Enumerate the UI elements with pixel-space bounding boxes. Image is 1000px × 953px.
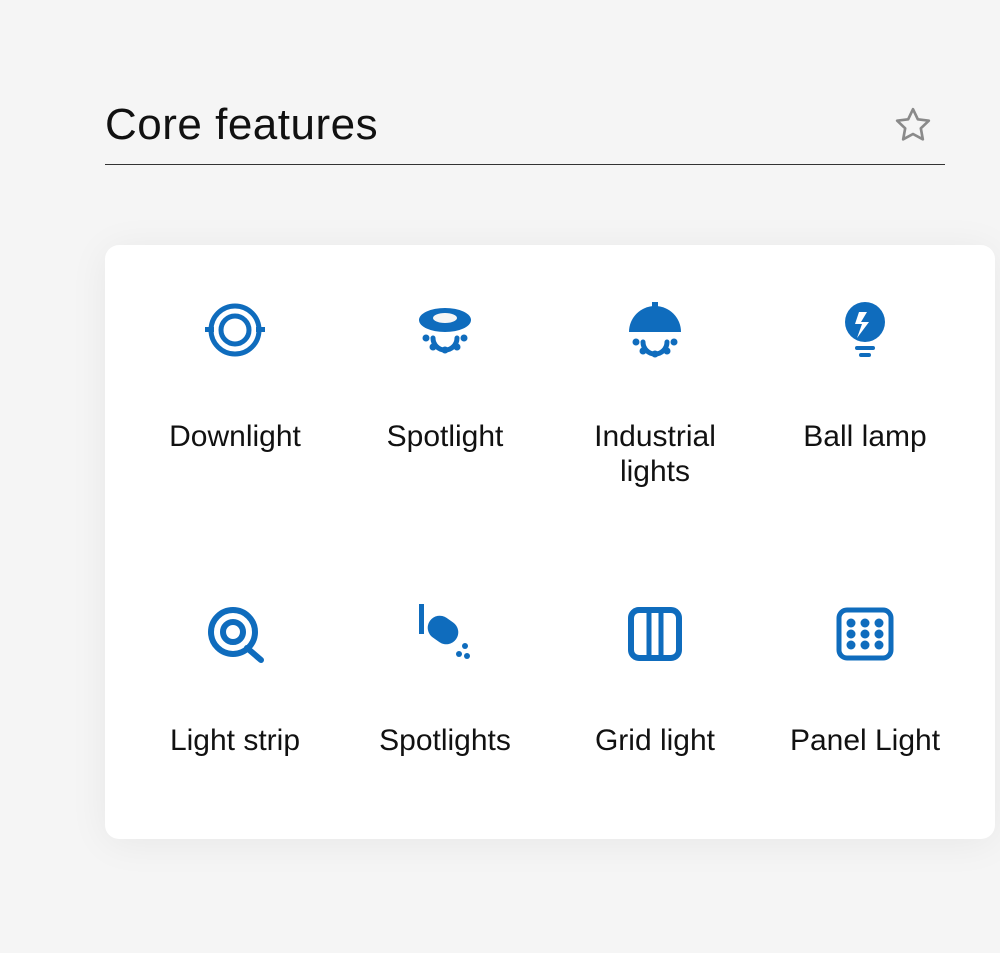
feature-label: Spotlight bbox=[387, 420, 504, 455]
industrial-light-icon bbox=[623, 298, 687, 362]
features-card: Downlight Spotlight bbox=[105, 245, 995, 839]
feature-label: Light strip bbox=[170, 724, 300, 759]
feature-spotlights[interactable]: Spotlights bbox=[345, 599, 545, 759]
favorite-button[interactable] bbox=[891, 103, 935, 147]
feature-downlight[interactable]: Downlight bbox=[135, 295, 335, 489]
feature-label: Industrial lights bbox=[555, 420, 755, 489]
ball-lamp-icon bbox=[833, 298, 897, 362]
feature-grid-light[interactable]: Grid light bbox=[555, 599, 755, 759]
feature-label: Downlight bbox=[169, 420, 301, 455]
spotlights-icon bbox=[413, 602, 477, 666]
downlight-icon bbox=[203, 298, 267, 362]
grid-light-icon bbox=[623, 602, 687, 666]
feature-spotlight[interactable]: Spotlight bbox=[345, 295, 545, 489]
feature-panel-light[interactable]: Panel Light bbox=[765, 599, 965, 759]
light-strip-icon bbox=[203, 602, 267, 666]
feature-industrial-lights[interactable]: Industrial lights bbox=[555, 295, 755, 489]
feature-label: Spotlights bbox=[379, 724, 511, 759]
feature-label: Ball lamp bbox=[803, 420, 926, 455]
feature-ball-lamp[interactable]: Ball lamp bbox=[765, 295, 965, 489]
star-icon bbox=[893, 105, 933, 145]
features-grid: Downlight Spotlight bbox=[135, 295, 965, 759]
panel-light-icon bbox=[833, 602, 897, 666]
header: Core features bbox=[105, 100, 945, 165]
feature-light-strip[interactable]: Light strip bbox=[135, 599, 335, 759]
feature-label: Grid light bbox=[595, 724, 715, 759]
page-title: Core features bbox=[105, 100, 378, 150]
spotlight-icon bbox=[413, 298, 477, 362]
feature-label: Panel Light bbox=[790, 724, 940, 759]
